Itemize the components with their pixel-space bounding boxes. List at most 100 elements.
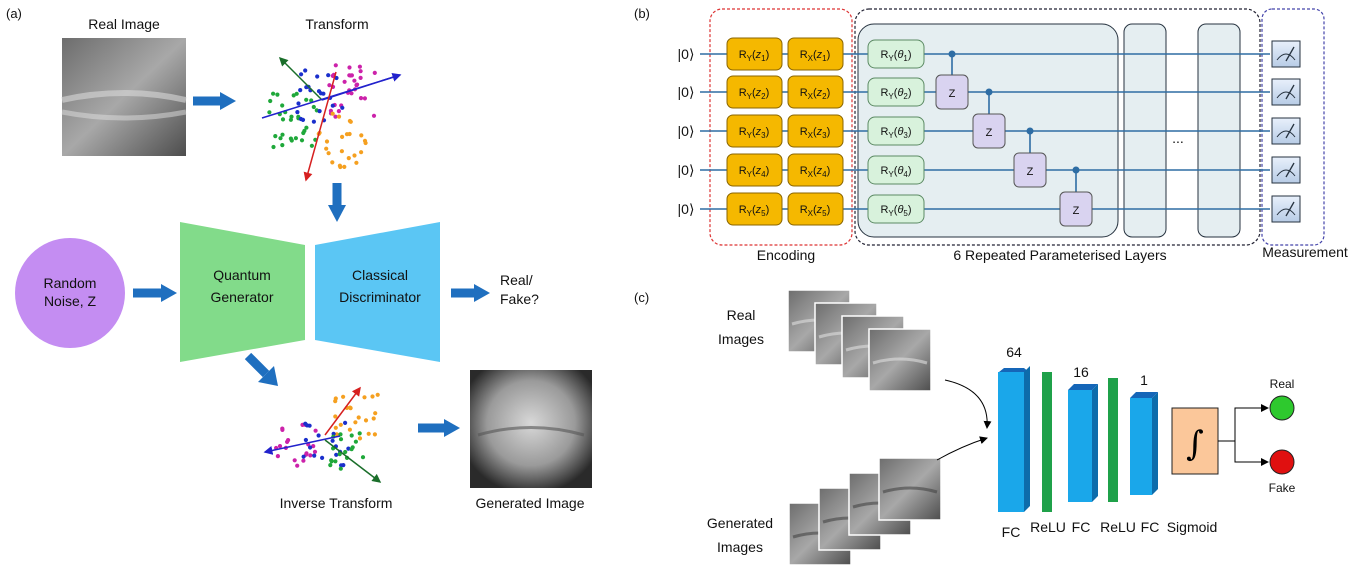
encoding-label: Encoding [757, 247, 815, 263]
arrow-gen-to-fc [936, 436, 988, 461]
cz-gate-label: Z [986, 127, 993, 139]
scatter-point [333, 396, 338, 401]
scatter-point [334, 432, 339, 437]
real-output-node [1269, 395, 1295, 421]
measurement-meter-icon [1271, 78, 1301, 106]
measurement-box [1261, 8, 1325, 246]
encoding-ry-gate-label: RY(z2) [739, 87, 770, 101]
scatter-point [341, 394, 346, 399]
quantum-circuit: |0⟩ RY(z1) RX(z1) RY(θ1)|0⟩ RY(z2) RX(z2) RY(θ… [678, 37, 1301, 227]
encoding-rx-gate-label: RX(z5) [800, 204, 831, 218]
relu-label-1: ReLU [1030, 519, 1066, 535]
scatter-point [340, 105, 345, 110]
scatter-point [372, 432, 377, 437]
scatter-point [352, 78, 357, 83]
scatter-point [338, 466, 343, 471]
scatter-point [311, 119, 316, 124]
discriminator-label-1: Classical [352, 267, 408, 283]
encoding-ry-gate [726, 37, 783, 71]
meter-arc [1276, 208, 1296, 216]
sigmoid-block [1171, 407, 1219, 475]
scatter-point [344, 132, 350, 137]
scatter-point [360, 455, 366, 460]
scatter-point [359, 133, 364, 138]
arrow-head [161, 284, 177, 302]
joint-line [882, 486, 938, 494]
scatter-point [308, 445, 313, 450]
scatter-point [277, 444, 283, 449]
scatter-point [371, 113, 377, 118]
scatter-point [308, 453, 313, 458]
fc-label-2: FC [1072, 519, 1091, 535]
scatter-point [299, 72, 304, 77]
encoding-rx-gate [787, 75, 844, 109]
scatter-point [295, 110, 300, 115]
scatter-point [338, 422, 343, 427]
encoding-ry-gate-label: RY(z5) [739, 204, 770, 218]
encoding-box [709, 8, 853, 246]
scatter-point [286, 438, 291, 443]
scatter-point [291, 93, 296, 98]
scatter-point [366, 431, 371, 436]
scatter-point [333, 425, 338, 430]
cz-gate [972, 113, 1006, 149]
scatter-point [357, 431, 362, 436]
scatter-point [358, 69, 363, 74]
arrow-head [220, 92, 236, 110]
generated-images-stack [788, 457, 942, 566]
scatter-point [343, 449, 348, 455]
encoding-ry-gate [726, 114, 783, 148]
meter-needle [1285, 123, 1295, 139]
quantum-generator [180, 222, 305, 362]
scatter-point [304, 125, 309, 130]
scatter-point [338, 164, 343, 170]
scatter-point [334, 452, 339, 457]
inverse-transform-label: Inverse Transform [280, 495, 393, 511]
scatter-point [342, 79, 347, 84]
scatter-point [321, 91, 326, 96]
scatter-point [326, 151, 331, 156]
pc-axis-green [278, 56, 323, 101]
scatter-point [342, 164, 347, 169]
scatter-point [356, 415, 361, 420]
scatter-point [347, 427, 352, 432]
integral-icon: ∫ [1186, 424, 1204, 464]
real-images-stack [787, 289, 932, 392]
panel-c-tag: (c) [634, 290, 649, 305]
scatter-point [359, 150, 364, 155]
scatter-point [328, 463, 333, 468]
scatter-point [302, 128, 307, 133]
scatter-point [330, 103, 335, 108]
relu-layer-1 [1042, 372, 1052, 512]
scatter-point [315, 74, 320, 79]
scatter-point [312, 449, 318, 454]
classical-discriminator [315, 222, 440, 362]
real-image-label: Real Image [88, 16, 160, 32]
pc-axis-blue-tail [261, 74, 401, 119]
generated-images-label-2: Images [717, 539, 763, 555]
scatter-point [362, 96, 367, 101]
qubit-ket-label: |0⟩ [678, 46, 695, 62]
scatter-point [333, 459, 338, 464]
meter-needle [1285, 201, 1295, 217]
scatter-point [339, 149, 344, 154]
arrow-generator-to-inverse [244, 352, 270, 378]
scatter-point [268, 98, 273, 104]
measurement-label: Measurement [1262, 244, 1348, 260]
scatter-point [320, 455, 325, 460]
scatter-point [347, 65, 352, 70]
fake-output-label: Fake [1269, 481, 1296, 495]
param-ry-gate [867, 155, 925, 185]
scatter-point [280, 427, 285, 432]
fc-label-1: FC [1002, 524, 1021, 540]
encoding-rx-gate-label: RX(z1) [800, 49, 831, 63]
encoding-rx-gate-label: RX(z3) [800, 126, 831, 140]
scatter-point [373, 411, 378, 416]
scatter-point [352, 153, 357, 158]
layer-size-16: 16 [1073, 364, 1089, 380]
scatter-point [334, 75, 339, 81]
scatter-point [363, 418, 369, 423]
encoding-ry-gate [726, 153, 783, 187]
scatter-point [280, 117, 286, 122]
encoding-rx-gate [787, 153, 844, 187]
